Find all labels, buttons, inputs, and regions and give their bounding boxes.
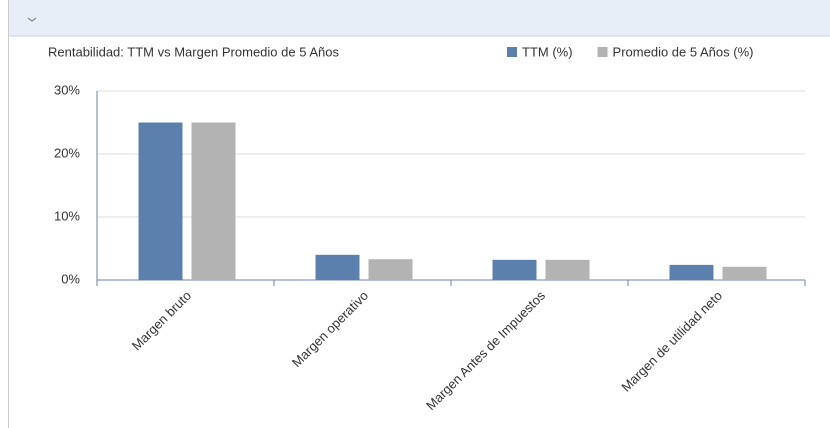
x-tick-label: Margen Antes de Impuestos (423, 288, 548, 413)
x-tick-label: Margen operativo (289, 288, 371, 370)
bar (138, 122, 183, 280)
legend-swatch (597, 47, 608, 57)
y-tick-label: 0% (61, 271, 80, 286)
bar (492, 259, 537, 280)
legend-swatch (507, 47, 517, 57)
legend-label: Promedio de 5 Años (%) (613, 44, 754, 59)
bar (368, 259, 413, 280)
bar (191, 122, 236, 280)
x-tick-label: Margen bruto (129, 288, 194, 353)
x-tick-label: Margen de utilidad neto (618, 288, 725, 395)
bar (315, 254, 360, 280)
bar (722, 266, 767, 280)
collapse-chevron[interactable] (27, 17, 37, 22)
y-tick-label: 10% (54, 208, 80, 223)
y-tick-label: 20% (54, 145, 80, 160)
y-tick-label: 30% (54, 82, 80, 97)
chart-title: Rentabilidad: TTM vs Margen Promedio de … (48, 44, 339, 59)
legend-label: TTM (%) (522, 44, 573, 59)
header-bar (8, 0, 830, 36)
bar (545, 259, 590, 280)
bar (669, 264, 714, 280)
